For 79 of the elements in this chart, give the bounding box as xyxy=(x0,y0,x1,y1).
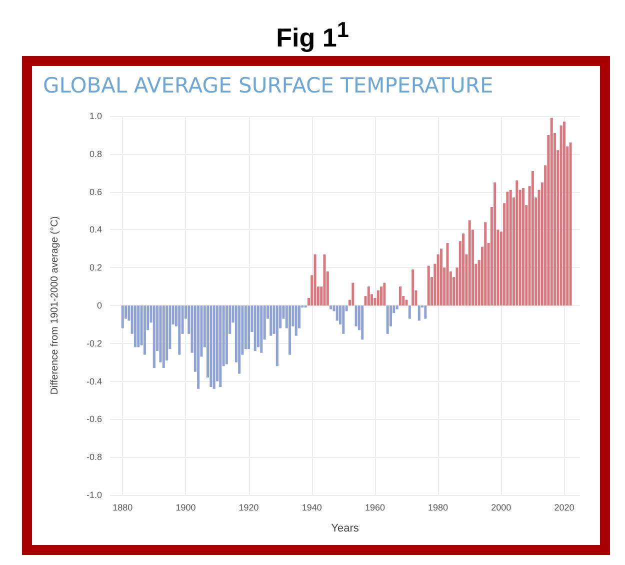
bar xyxy=(197,306,200,389)
y-tick-label: 0 xyxy=(96,300,102,310)
y-tick-label: -1.0 xyxy=(86,490,102,500)
bar xyxy=(254,306,256,351)
bar xyxy=(288,306,292,355)
y-tick-label: 1.0 xyxy=(89,111,102,121)
y-tick-label: 0.6 xyxy=(89,186,102,197)
bar xyxy=(248,306,250,350)
bar xyxy=(569,142,572,306)
bar xyxy=(468,220,471,306)
bar xyxy=(361,306,364,340)
y-tick-label: 0.8 xyxy=(89,148,102,159)
bar xyxy=(560,125,562,306)
bar xyxy=(323,254,326,306)
bar xyxy=(219,306,222,387)
chart-title: Fig 1$^{1}$ xyxy=(275,16,350,55)
bar xyxy=(440,248,442,306)
bar xyxy=(412,269,414,306)
y-tick-label: 0.4 xyxy=(89,224,102,235)
bar xyxy=(336,306,338,321)
bar xyxy=(506,192,509,306)
bar xyxy=(484,222,487,306)
y-tick-label: -0.4 xyxy=(86,376,102,386)
bar xyxy=(550,118,553,306)
bar xyxy=(352,282,354,306)
bar xyxy=(427,266,430,306)
bar xyxy=(386,306,389,334)
x-tick-label: 1880 xyxy=(112,502,133,512)
bar xyxy=(383,282,386,306)
bar xyxy=(137,306,140,348)
x-tick-label: 2000 xyxy=(491,502,512,512)
y-tick-label: -0.2 xyxy=(86,338,102,348)
bar xyxy=(212,306,216,389)
bar xyxy=(162,306,165,368)
bar xyxy=(531,170,534,306)
bar xyxy=(398,286,402,306)
x-axis-title: Years xyxy=(331,522,360,534)
bar xyxy=(121,306,124,328)
y-tick-label: -0.6 xyxy=(86,414,102,424)
x-tick-label: 1920 xyxy=(238,502,259,512)
bar xyxy=(225,306,228,364)
x-tick-label: 1900 xyxy=(176,502,196,512)
bar xyxy=(418,306,420,321)
x-tick-label: 1980 xyxy=(428,502,448,512)
bar xyxy=(260,306,263,353)
bar xyxy=(380,286,383,306)
bar xyxy=(424,306,427,319)
x-tick-label: 1960 xyxy=(364,502,385,512)
bar xyxy=(516,180,518,306)
bar xyxy=(396,306,398,310)
bar xyxy=(408,306,411,319)
bar xyxy=(294,306,298,336)
bar xyxy=(276,306,278,366)
bar xyxy=(367,286,370,306)
bar xyxy=(330,306,332,310)
bar xyxy=(509,190,512,306)
y-tick-label: 0.2 xyxy=(89,262,102,273)
bar xyxy=(270,306,272,336)
bar xyxy=(238,306,241,374)
bar xyxy=(522,188,524,306)
bar xyxy=(376,290,380,306)
bar xyxy=(134,306,136,348)
y-tick-label: -0.8 xyxy=(86,452,102,462)
chart-subtitle: GLOBAL AVERAGE SURFACE TEMPERATURE xyxy=(43,74,494,98)
bar xyxy=(494,182,496,306)
bar xyxy=(143,306,146,355)
y-axis-title: Difference from 1901-2000 average (°C) xyxy=(50,216,60,395)
bar xyxy=(446,242,449,306)
bar xyxy=(314,254,316,306)
bar xyxy=(405,300,408,306)
x-tick-label: 1940 xyxy=(302,502,322,512)
bar xyxy=(462,233,465,306)
bar xyxy=(354,306,358,326)
bar xyxy=(562,122,566,306)
bar xyxy=(342,306,345,334)
bar xyxy=(210,306,212,387)
bar xyxy=(178,306,181,355)
bar xyxy=(152,306,156,368)
x-tick-label: 2020 xyxy=(554,502,574,512)
